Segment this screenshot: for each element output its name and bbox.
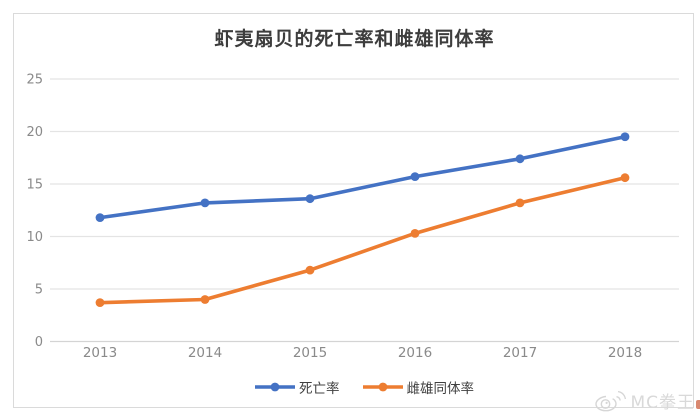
legend-item-mortality-rate: 死亡率 [254,377,340,397]
x-tick-label: 2013 [83,345,117,361]
y-tick-label: 25 [26,73,43,88]
data-point-marker [305,194,315,204]
legend-item-hermaphroditism-rate: 雌雄同体率 [362,377,475,397]
weibo-icon [595,390,627,412]
legend-label: 死亡率 [299,381,340,397]
data-point-marker [620,132,630,142]
series-line [98,175,627,305]
x-tick-label: 2017 [503,345,537,361]
data-point-marker [200,295,210,304]
y-tick-label: 0 [35,335,43,350]
x-tick-label: 2018 [608,345,642,361]
data-point-marker [410,172,420,182]
x-tick-label: 2015 [293,345,327,361]
watermark-seal [696,400,700,409]
y-tick-label: 20 [26,125,43,140]
y-tick-label: 5 [35,283,43,298]
chart-title: 虾夷扇贝的死亡率和雌雄同体率 [214,28,495,50]
data-point-marker [200,198,210,208]
data-point-marker [410,228,420,238]
legend-line-marker-icon [255,382,295,392]
data-point-marker [95,298,105,308]
y-tick-label: 10 [26,230,43,245]
legend-line-marker-icon [362,382,403,392]
data-point-marker [620,173,630,183]
data-point-marker [515,154,525,164]
data-point-marker [305,265,315,275]
watermark-text: MC拳王 [630,393,695,413]
x-tick-label: 2016 [398,345,432,361]
chart-legend: 死亡率 雌雄同体率 [254,377,474,397]
series-line [98,134,627,220]
y-tick-label: 15 [26,178,43,193]
data-point-marker [95,213,105,223]
legend-label: 雌雄同体率 [406,381,475,397]
data-point-marker [515,198,525,208]
watermark: MC拳王 [594,388,695,413]
x-tick-label: 2014 [188,345,222,361]
